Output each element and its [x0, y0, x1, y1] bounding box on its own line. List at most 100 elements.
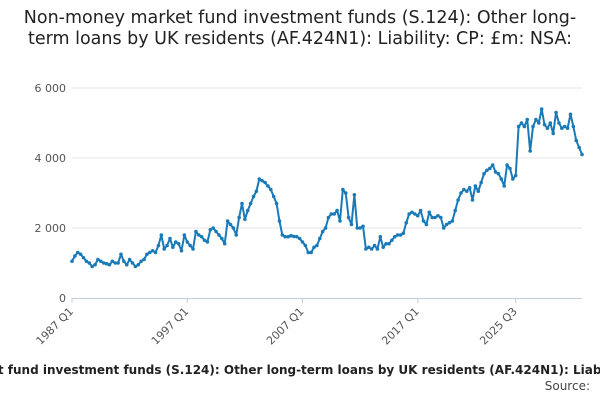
- data-point: [110, 259, 115, 264]
- data-point: [508, 166, 512, 171]
- data-point: [168, 236, 172, 241]
- data-point: [179, 248, 184, 253]
- data-point: [254, 189, 259, 194]
- data-point: [263, 180, 267, 185]
- data-point: [343, 191, 348, 195]
- data-point: [237, 215, 241, 220]
- data-point: [580, 152, 584, 157]
- data-point: [444, 222, 449, 227]
- data-point: [300, 240, 305, 244]
- data-point: [303, 243, 308, 248]
- data-point: [122, 259, 126, 264]
- data-point: [133, 264, 138, 269]
- data-point: [104, 261, 109, 266]
- y-tick-label: 2 000: [35, 222, 67, 235]
- data-point: [387, 241, 391, 246]
- data-point: [453, 208, 458, 213]
- data-point: [554, 110, 558, 115]
- data-point: [441, 226, 446, 230]
- data-point: [116, 261, 120, 265]
- data-point: [424, 222, 429, 227]
- data-point: [194, 229, 198, 234]
- data-point: [257, 177, 262, 181]
- data-point: [329, 212, 334, 216]
- data-point: [196, 233, 201, 237]
- series-line: [71, 108, 583, 268]
- data-point: [323, 226, 328, 230]
- data-point: [165, 243, 169, 248]
- data-point: [568, 112, 573, 117]
- data-point: [392, 234, 397, 239]
- data-point: [462, 187, 466, 192]
- data-point: [156, 243, 161, 248]
- data-point: [283, 234, 288, 239]
- data-point: [499, 177, 504, 181]
- data-point: [565, 126, 570, 131]
- data-point: [320, 229, 325, 234]
- data-point: [119, 252, 123, 257]
- chart-caption: Non-money market fund investment funds (…: [0, 362, 600, 378]
- data-point: [352, 192, 357, 197]
- data-point: [427, 210, 432, 215]
- data-point: [312, 245, 316, 250]
- data-point: [335, 208, 339, 213]
- data-point: [539, 107, 544, 111]
- data-point: [548, 121, 553, 125]
- data-point: [369, 247, 374, 251]
- y-tick-label: 4 000: [35, 152, 67, 165]
- data-point: [511, 177, 515, 181]
- y-tick-label: 6 000: [35, 82, 67, 95]
- data-point: [375, 247, 380, 251]
- data-point: [243, 217, 247, 222]
- data-point: [473, 184, 478, 188]
- data-point: [341, 187, 345, 192]
- data-point: [534, 117, 538, 122]
- data-point: [577, 145, 581, 150]
- data-point: [266, 184, 270, 188]
- data-point: [220, 236, 224, 241]
- data-point: [101, 261, 106, 265]
- data-point: [269, 187, 273, 192]
- data-point: [318, 236, 322, 241]
- data-point: [562, 124, 567, 129]
- data-point: [217, 233, 221, 237]
- data-point: [142, 257, 146, 262]
- data-point: [381, 245, 385, 250]
- gridlines: [72, 87, 582, 229]
- data-point: [574, 138, 579, 143]
- data-point: [294, 234, 299, 239]
- data-point: [545, 126, 550, 131]
- data-point: [378, 234, 383, 239]
- data-point: [73, 254, 77, 258]
- data-point: [401, 231, 406, 236]
- data-point: [485, 168, 489, 173]
- data-point: [456, 198, 460, 202]
- data-point: [398, 233, 403, 237]
- data-point: [277, 219, 282, 223]
- data-point: [173, 240, 178, 244]
- data-point: [271, 194, 276, 199]
- data-point: [162, 247, 166, 251]
- data-point: [87, 261, 92, 265]
- data-point: [366, 245, 371, 250]
- data-point: [459, 191, 463, 195]
- data-point: [522, 124, 527, 129]
- data-point: [289, 233, 293, 238]
- data-point: [182, 233, 187, 237]
- data-point: [447, 220, 452, 225]
- data-point: [208, 227, 213, 232]
- data-point: [493, 170, 498, 174]
- data-point: [202, 238, 207, 243]
- data-point: [171, 245, 175, 250]
- data-point: [78, 252, 83, 257]
- data-point: [502, 184, 507, 188]
- data-point: [297, 236, 302, 241]
- data-point: [225, 219, 230, 223]
- data-point: [309, 250, 313, 255]
- data-point: [159, 233, 164, 237]
- data-point: [436, 213, 440, 218]
- data-point: [439, 215, 443, 220]
- data-point: [395, 233, 400, 237]
- data-point: [513, 173, 518, 178]
